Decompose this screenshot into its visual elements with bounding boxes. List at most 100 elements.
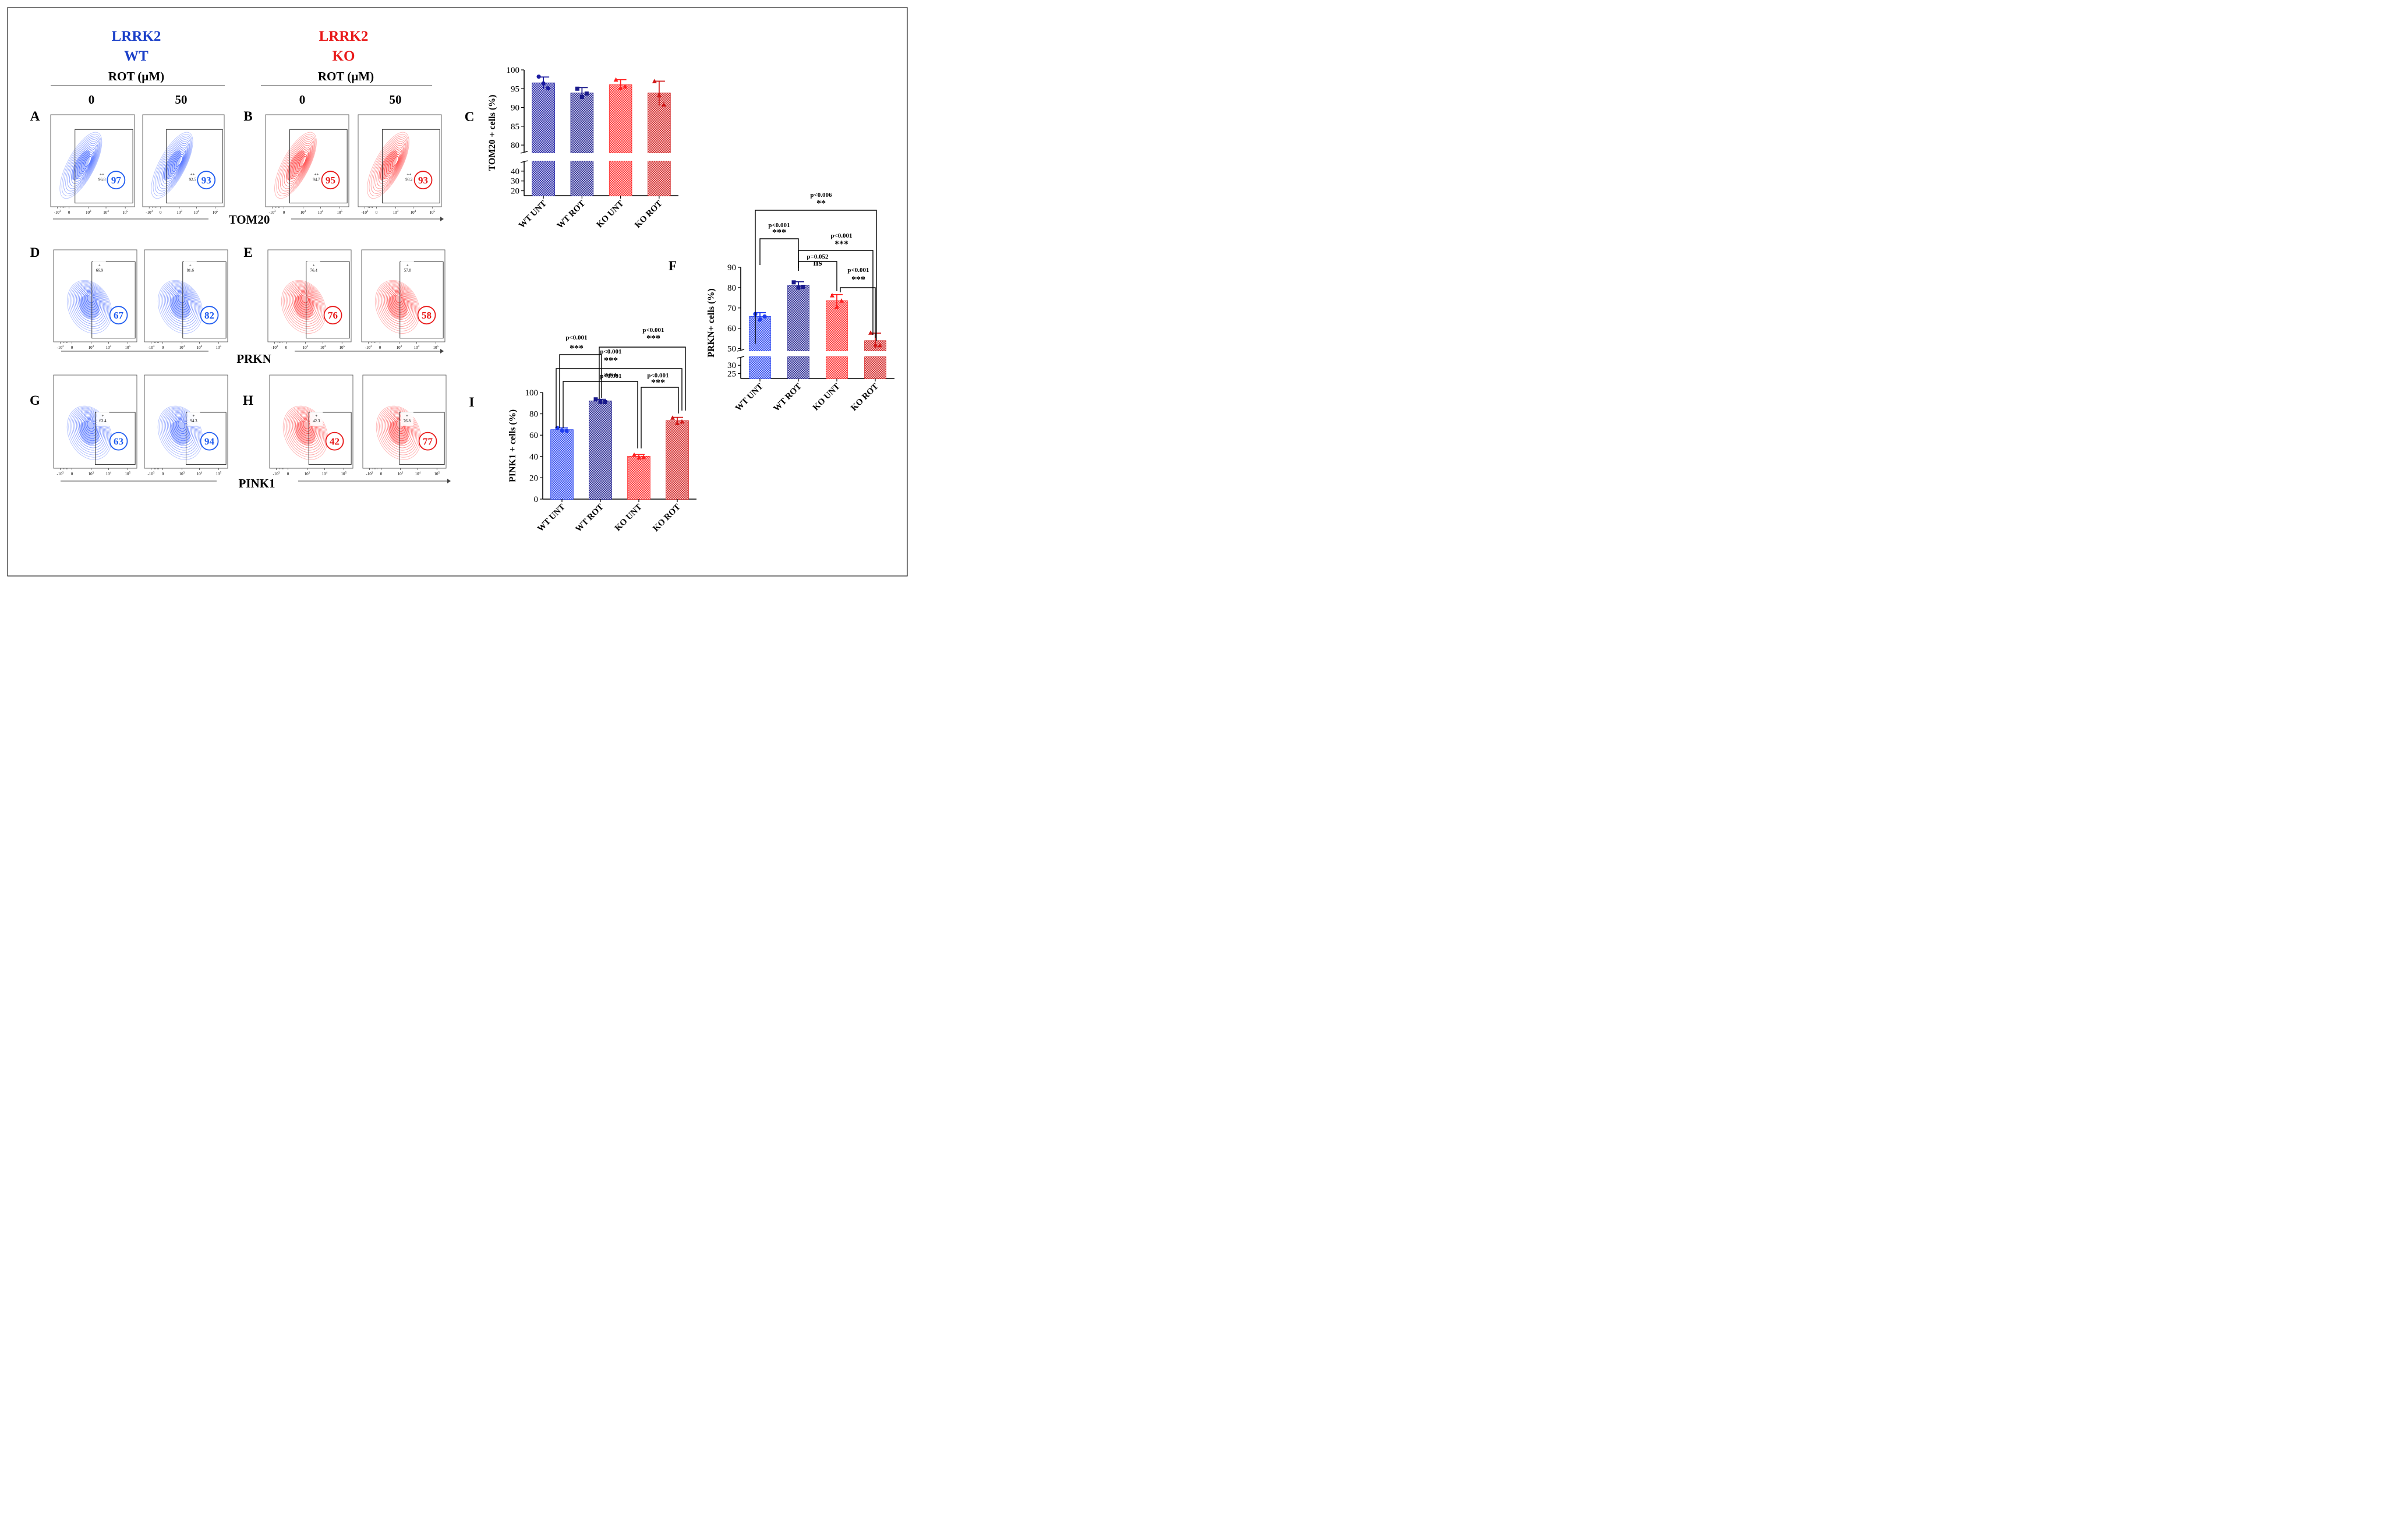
axis-break-mark	[737, 349, 745, 352]
gate-box	[308, 412, 352, 465]
x-tick-label: -103	[271, 345, 278, 350]
gate-percent: 42.3	[313, 419, 320, 423]
data-point	[791, 280, 796, 285]
bar-upper-hatch	[749, 316, 770, 351]
bracket-line	[840, 287, 876, 338]
rounded-percent-circle	[417, 306, 436, 325]
gate-box	[91, 261, 136, 339]
significance-stars: ***	[651, 378, 665, 388]
x-tick-label: 0	[160, 210, 162, 215]
axis-break-mark	[737, 356, 745, 359]
axis-break-mark	[520, 151, 528, 154]
data-point	[564, 429, 569, 433]
marker-axis-prkn: PRKN	[61, 349, 444, 366]
x-tick-label: -103	[273, 472, 280, 476]
rounded-percent: 63	[114, 436, 123, 447]
gate-label-bg	[310, 412, 323, 426]
x-tick-label: 103	[179, 345, 185, 350]
gate-percent: 92.5	[189, 177, 196, 182]
p-value: p<0.001	[768, 222, 790, 229]
x-tick-label: 0	[71, 472, 73, 476]
bracket-line	[563, 381, 638, 448]
x-axis-ticks: -103 0 103 104 105	[148, 468, 222, 476]
gate-label-bg	[401, 261, 414, 275]
x-tick-label: 103	[398, 472, 404, 476]
header-ko: LRRK2 KO ROT (µM) 0 50	[261, 29, 432, 107]
gate-percent: 96.8	[98, 177, 106, 182]
data-point	[652, 79, 657, 83]
bracket-line	[599, 347, 686, 411]
gate-marker: +	[315, 413, 317, 418]
x-tick-label: 0	[285, 345, 288, 350]
x-tick-label: WT ROT	[772, 382, 803, 413]
bar-lower-hatch	[826, 357, 847, 379]
x-tick-label: KO UNT	[595, 199, 626, 230]
y-tick-label: 100	[525, 388, 539, 398]
contour-density	[59, 132, 102, 199]
significance-stars: ns	[813, 258, 822, 268]
bracket-wtrot-korot: p<0.001***	[798, 232, 874, 335]
panel-label-F: F	[669, 259, 677, 273]
x-tick-label: 0	[380, 472, 383, 476]
x-tick-label: -103	[146, 210, 153, 215]
bar-wt-unt	[749, 312, 771, 379]
data-point	[593, 397, 598, 402]
panel-label-D: D	[30, 245, 40, 260]
rounded-percent: 58	[422, 310, 432, 321]
bar-ko-unt	[826, 293, 848, 379]
gate-percent: 81.6	[187, 268, 195, 273]
data-point	[632, 452, 637, 457]
x-tick-label: 104	[322, 472, 328, 476]
gate-box	[182, 261, 227, 339]
rounded-percent-circle	[413, 171, 433, 190]
panel-label-B: B	[243, 109, 252, 123]
y-tick-label: 100	[507, 66, 520, 75]
gate-marker: ++	[314, 172, 319, 176]
bracket-line	[798, 250, 874, 335]
bar-lower-hatch	[532, 161, 555, 196]
header-wt: LRRK2 WT ROT (µM) 0 50	[51, 29, 225, 107]
y-tick-label: 80	[511, 141, 519, 150]
gate-percent: 76.4	[310, 268, 318, 273]
bar-ko-rot	[864, 330, 886, 379]
x-tick-label: WT ROT	[574, 503, 605, 534]
marker-arrowhead	[440, 217, 444, 221]
x-tick-label: 105	[122, 210, 128, 215]
y-tick-label: 95	[511, 84, 519, 94]
gate-box	[289, 129, 348, 204]
header-ko-rot: ROT (µM)	[318, 69, 374, 83]
x-tick-label: 105	[125, 345, 131, 350]
bar-lower-hatch	[788, 357, 809, 379]
y-tick-label: 60	[727, 324, 736, 334]
p-value: p<0.001	[847, 267, 869, 274]
y-tick-label: 90	[511, 104, 519, 113]
bar-ko-unt	[627, 452, 650, 500]
p-value: p<0.006	[810, 192, 832, 199]
figure-border	[7, 7, 908, 577]
gate-percent: 94.3	[190, 419, 197, 423]
y-tick-label: 70	[727, 304, 736, 313]
gate-percent: 93.2	[405, 177, 413, 182]
y-axis-label: PRKN+ cells (%)	[706, 288, 716, 357]
x-tick-label: KO UNT	[811, 382, 842, 413]
flow-cytometry-panels: A B++96.8 97-103 0 103 104 105++92.5 93-103 0 103…	[30, 109, 447, 476]
bracket-wtrot-korot: p<0.001***	[599, 327, 686, 411]
x-tick-label: 105	[125, 472, 131, 476]
bracket-wtunt-wtrot: p<0.001***	[759, 222, 799, 271]
gate-label-bg	[96, 412, 109, 426]
rounded-percent: 76	[328, 310, 338, 321]
rounded-percent-circle	[418, 432, 437, 451]
contour-density	[282, 405, 328, 460]
x-tick-label: 105	[216, 345, 222, 350]
x-axis-ticks: -103 0 103 104 105	[273, 468, 347, 476]
x-tick-label: 103	[305, 472, 310, 476]
data-point	[878, 342, 882, 348]
gate-percent: 94.7	[313, 177, 320, 182]
bar-lower-hatch	[609, 161, 632, 196]
data-point	[560, 428, 564, 433]
x-axis-ticks: -103 0 103 104 105	[146, 207, 218, 215]
data-point	[762, 314, 767, 319]
